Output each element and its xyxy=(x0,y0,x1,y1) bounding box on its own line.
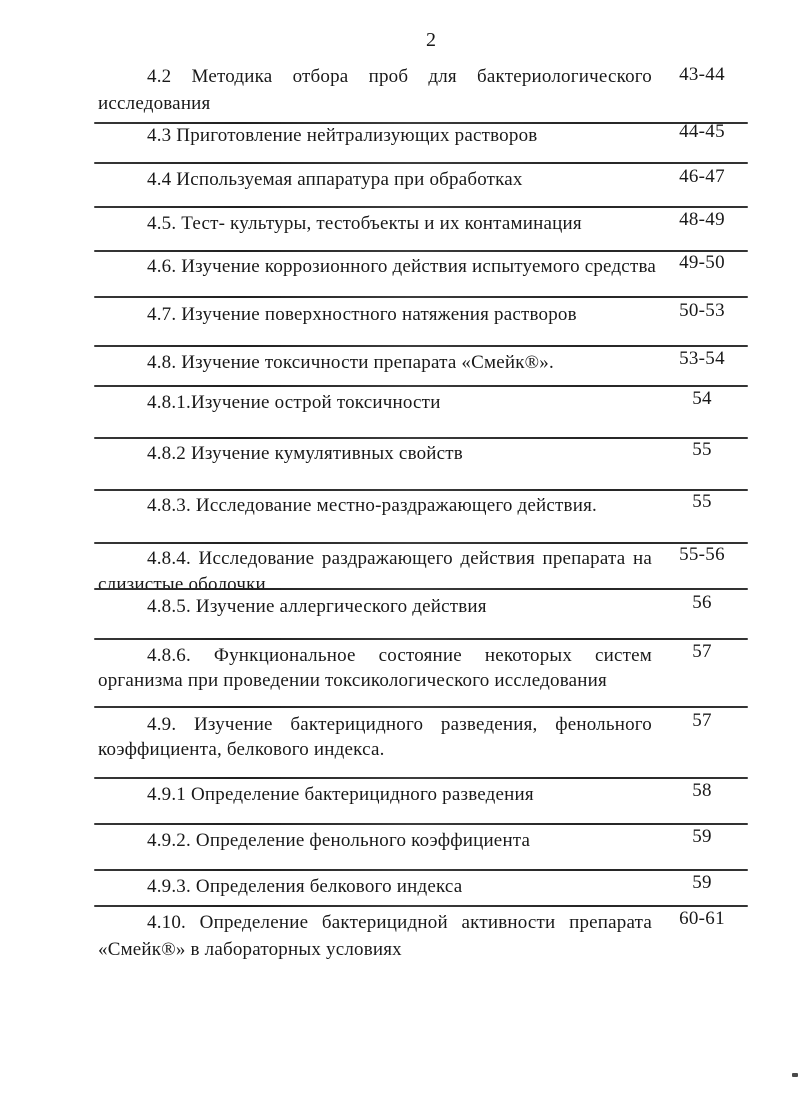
toc-page-ref: 43-44 xyxy=(679,64,725,85)
toc-page-ref: 58 xyxy=(692,780,712,801)
toc-page-ref: 46-47 xyxy=(679,166,725,187)
scan-artifact-speck xyxy=(792,1073,798,1077)
divider-rule xyxy=(94,162,748,164)
divider-rule xyxy=(94,823,748,825)
toc-page-ref: 59 xyxy=(692,872,712,893)
toc-entry-line: 4.4 Используемая аппаратура при обработк… xyxy=(147,169,523,190)
toc-entry-line: 4.9.2. Определение фенольного коэффициен… xyxy=(147,830,531,851)
divider-rule xyxy=(94,489,748,491)
page-number: 2 xyxy=(426,29,436,51)
divider-rule xyxy=(94,542,748,544)
toc-entry-line: 4.8.2 Изучение кумулятивных свойств xyxy=(147,443,463,464)
toc-entry-line: 4.8.5. Изучение аллергического действия xyxy=(147,596,487,617)
toc-entry-line: 4.8.1.Изучение острой токсичности xyxy=(147,392,441,413)
toc-page-ref: 55 xyxy=(692,439,712,460)
toc-page-ref: 54 xyxy=(692,388,712,409)
divider-rule xyxy=(94,869,748,871)
divider-rule xyxy=(94,905,748,907)
divider-rule xyxy=(94,638,748,640)
toc-page-ref: 60-61 xyxy=(679,908,725,929)
toc-entry-line: 4.8.6. Функциональное состояние некоторы… xyxy=(147,645,652,666)
divider-rule xyxy=(94,437,748,439)
toc-entry-line: 4.6. Изучение коррозионного действия исп… xyxy=(147,256,656,277)
toc-page-ref: 56 xyxy=(692,592,712,613)
toc-page-ref: 53-54 xyxy=(679,348,725,369)
toc-page-ref: 55-56 xyxy=(679,544,725,565)
toc-page-ref: 48-49 xyxy=(679,209,725,230)
divider-rule xyxy=(94,588,748,590)
toc-entry-line: 4.3 Приготовление нейтрализующих раствор… xyxy=(147,125,538,146)
toc-entry-line: 4.8.4. Исследование раздражающего действ… xyxy=(147,548,652,569)
toc-entry-line: коэффициента, белкового индекса. xyxy=(98,739,385,760)
toc-entry-line: 4.9. Изучение бактерицидного разведения,… xyxy=(147,714,652,735)
toc-entry-line: 4.2 Методика отбора проб для бактериолог… xyxy=(147,66,652,87)
toc-entry-line: исследования xyxy=(98,93,211,114)
toc-page-ref: 55 xyxy=(692,491,712,512)
toc-entry-line: организма при проведении токсикологическ… xyxy=(98,670,607,691)
toc-page-ref: 44-45 xyxy=(679,121,725,142)
divider-rule xyxy=(94,777,748,779)
divider-rule xyxy=(94,206,748,208)
toc-page-ref: 49-50 xyxy=(679,252,725,273)
divider-rule xyxy=(94,122,748,124)
divider-rule xyxy=(94,706,748,708)
toc-entry-line: 4.9.1 Определение бактерицидного разведе… xyxy=(147,784,534,805)
toc-entry-line: 4.10. Определение бактерицидной активнос… xyxy=(147,912,652,933)
toc-entry-line: 4.8. Изучение токсичности препарата «Сме… xyxy=(147,352,554,373)
toc-entry-line: «Смейк®» в лабораторных условиях xyxy=(98,939,402,960)
toc-page-ref: 50-53 xyxy=(679,300,725,321)
toc-entry-line: 4.7. Изучение поверхностного натяжения р… xyxy=(147,304,577,325)
toc-page-ref: 59 xyxy=(692,826,712,847)
toc-page-ref: 57 xyxy=(692,710,712,731)
divider-rule xyxy=(94,385,748,387)
divider-rule xyxy=(94,296,748,298)
divider-rule xyxy=(94,345,748,347)
toc-entry-line: 4.8.3. Исследование местно-раздражающего… xyxy=(147,495,597,516)
divider-rule xyxy=(94,250,748,252)
toc-page-ref: 57 xyxy=(692,641,712,662)
toc-entry-line: 4.9.3. Определения белкового индекса xyxy=(147,876,463,897)
toc-entry-line: 4.5. Тест- культуры, тестобъекты и их ко… xyxy=(147,213,582,234)
